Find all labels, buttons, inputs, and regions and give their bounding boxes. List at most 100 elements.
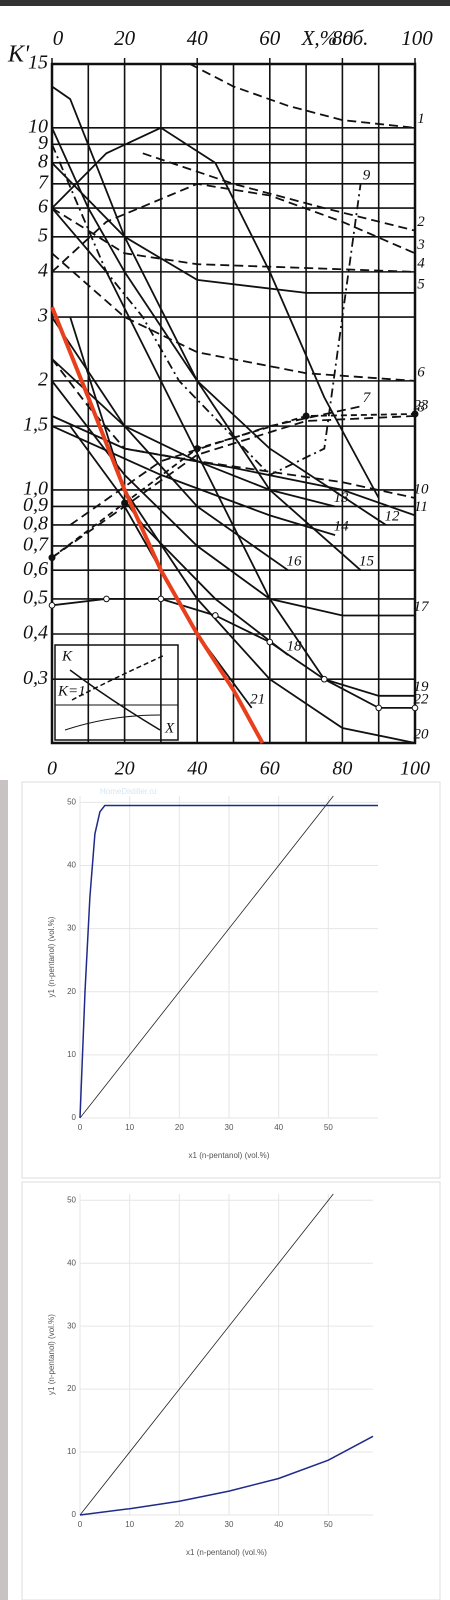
inset-label: K=1 bbox=[57, 683, 86, 699]
curve-label: 18 bbox=[286, 638, 302, 654]
y-tick-label: 0,9 bbox=[23, 494, 48, 516]
curve-label: 14 bbox=[334, 519, 350, 535]
series-line bbox=[79, 1435, 374, 1516]
x-tick-label: 80 bbox=[332, 758, 352, 780]
y-tick-label: 20 bbox=[67, 1384, 76, 1393]
curve-label: 15 bbox=[359, 554, 375, 570]
data-point bbox=[411, 704, 419, 712]
x-tick-label: 20 bbox=[114, 26, 136, 50]
inset-curve bbox=[64, 714, 161, 731]
curve-label: 1 bbox=[417, 111, 425, 127]
data-point bbox=[212, 612, 219, 619]
y-tick-label: 0 bbox=[72, 1113, 77, 1122]
y-tick-label: 40 bbox=[67, 1258, 76, 1267]
y-tick-label: 7 bbox=[38, 171, 49, 193]
watermark: HomeDistiller.ru bbox=[100, 787, 156, 796]
y-tick-label: 6 bbox=[38, 196, 48, 218]
series-line bbox=[51, 85, 362, 571]
series-line bbox=[51, 207, 416, 273]
y-tick-label: 3 bbox=[37, 305, 48, 327]
y-axis-label: y1 (n-pentanol) (vol.%) bbox=[47, 1314, 56, 1395]
curve-label: 11 bbox=[414, 499, 428, 515]
curve-label: 19 bbox=[414, 679, 430, 695]
series-line bbox=[69, 316, 416, 744]
series-line bbox=[51, 127, 387, 526]
card bbox=[21, 781, 441, 1179]
inset-label: X bbox=[164, 720, 175, 736]
data-point bbox=[121, 499, 129, 507]
curve-label: 13 bbox=[334, 490, 349, 506]
data-point bbox=[411, 410, 419, 418]
y-tick-label: 10 bbox=[67, 1447, 76, 1456]
y-tick-label: 10 bbox=[28, 115, 48, 137]
data-point bbox=[157, 595, 165, 603]
y-tick-label: 1,5 bbox=[23, 414, 48, 436]
curve-label: 5 bbox=[417, 276, 425, 292]
x-tick-label: 20 bbox=[175, 1520, 184, 1529]
y-tick-label: 0,4 bbox=[23, 622, 48, 644]
y-tick-label: 8 bbox=[38, 150, 48, 172]
y-tick-label: 40 bbox=[67, 861, 76, 870]
series-line bbox=[51, 415, 416, 559]
data-point bbox=[375, 704, 383, 712]
y-axis-label: y1 (n-pentanol) (vol.%) bbox=[47, 916, 56, 997]
curve-label: 6 bbox=[417, 364, 425, 380]
data-point bbox=[320, 675, 328, 683]
y-tick-label: 1,0 bbox=[23, 477, 48, 499]
curve-label: 17 bbox=[414, 599, 431, 615]
y-tick-label: 4 bbox=[38, 259, 48, 281]
inset-curve bbox=[69, 669, 161, 731]
data-point bbox=[266, 638, 274, 646]
y-tick-label: 10 bbox=[67, 1050, 76, 1059]
x-tick-label: 20 bbox=[175, 1123, 184, 1132]
y-tick-label: 0,5 bbox=[23, 586, 48, 608]
y-tick-label: 9 bbox=[38, 132, 48, 154]
x-axis-label: x1 (n-pentanol) (vol.%) bbox=[186, 1548, 267, 1557]
series-line bbox=[79, 795, 334, 1119]
x-tick-label: 40 bbox=[274, 1123, 283, 1132]
card bbox=[21, 1181, 441, 1600]
series-line bbox=[51, 358, 416, 499]
curve-label: 3 bbox=[416, 237, 425, 253]
inset-label: K bbox=[61, 648, 73, 664]
y-tick-label: 0,7 bbox=[23, 534, 49, 556]
curve-label: 10 bbox=[414, 481, 430, 497]
curve-label: 23 bbox=[414, 397, 429, 413]
x-tick-label: 0 bbox=[78, 1520, 83, 1529]
series-line bbox=[69, 425, 289, 656]
data-point bbox=[48, 554, 56, 562]
y-tick-label: 20 bbox=[67, 987, 76, 996]
curve-label: 20 bbox=[414, 726, 430, 742]
x-tick-label: 80 bbox=[332, 26, 354, 50]
curve-label: 21 bbox=[250, 691, 265, 707]
x-tick-label: 40 bbox=[187, 758, 207, 780]
x-tick-label: 40 bbox=[187, 26, 209, 50]
curve-label: 8 bbox=[417, 399, 425, 415]
top-bar bbox=[0, 0, 450, 6]
curve-label: 12 bbox=[384, 508, 400, 524]
x-tick-label: 100 bbox=[401, 26, 433, 50]
series-line bbox=[142, 152, 416, 232]
series-line bbox=[189, 63, 416, 129]
x-tick-label: 10 bbox=[125, 1123, 134, 1132]
x-axis-label: X,% об. bbox=[301, 26, 369, 50]
curve-label: 22 bbox=[414, 691, 430, 707]
inset-curve bbox=[71, 654, 166, 701]
y-tick-label: 0,3 bbox=[23, 667, 48, 689]
x-tick-label: 0 bbox=[53, 26, 64, 50]
y-tick-label: 50 bbox=[67, 1195, 76, 1204]
y-tick-label: 50 bbox=[67, 797, 76, 806]
x-axis-label: x1 (n-pentanol) (vol.%) bbox=[189, 1151, 270, 1160]
chart: 0 10 20 30 40 50 0 10 20 30 40 50 x1 (n-pentanol) (v… bbox=[47, 1193, 374, 1557]
x-tick-label: 0 bbox=[47, 758, 57, 780]
x-tick-label: 20 bbox=[115, 758, 135, 780]
x-tick-label: 40 bbox=[274, 1520, 283, 1529]
series-line bbox=[51, 207, 415, 697]
data-point bbox=[48, 602, 56, 609]
y-tick-label: 0 bbox=[72, 1510, 77, 1519]
curve-label: 4 bbox=[417, 255, 425, 271]
y-tick-label: 0,8 bbox=[23, 513, 48, 535]
series-line bbox=[79, 1193, 334, 1516]
x-tick-label: 50 bbox=[324, 1520, 333, 1529]
